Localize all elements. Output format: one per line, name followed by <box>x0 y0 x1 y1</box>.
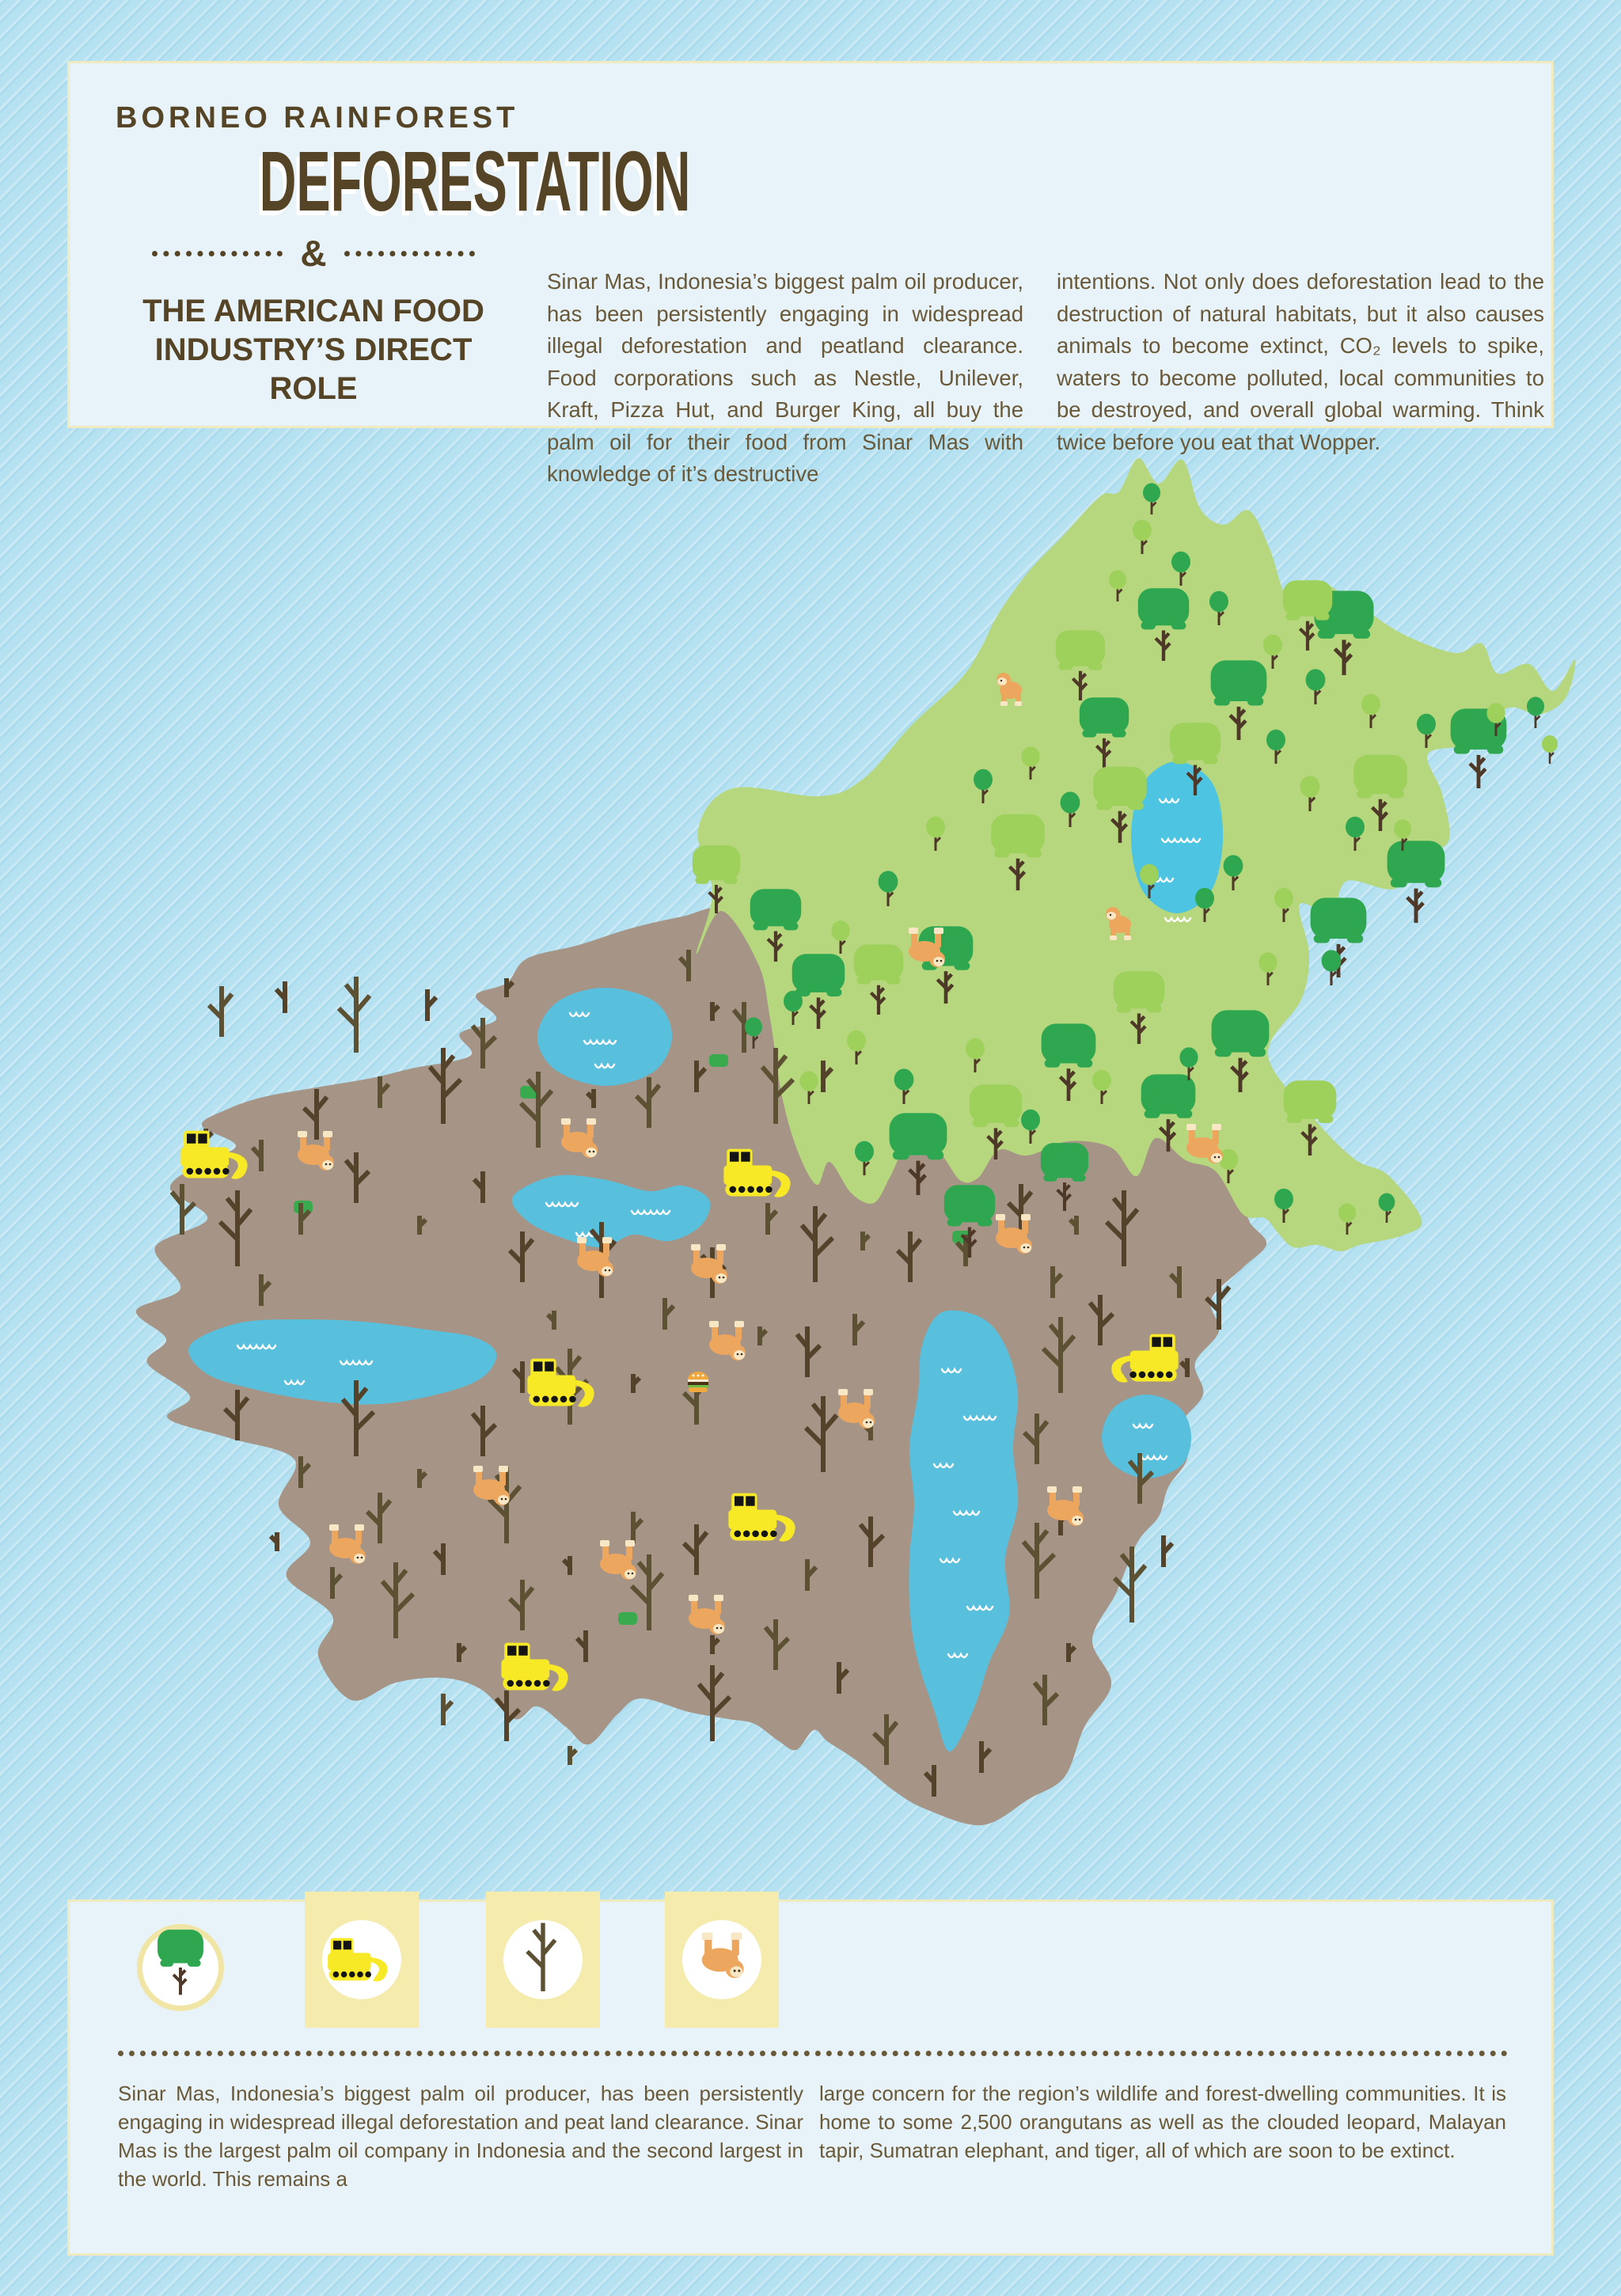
title-block: BORNEO RAINFOREST DEFORESTATION & THE AM… <box>116 101 690 408</box>
legend-oval <box>503 1920 583 1999</box>
legend-item-dead-tree <box>486 1892 600 2028</box>
title-line-2: DEFORESTATION <box>259 133 691 229</box>
header-paragraph-left: Sinar Mas, Indonesia’s biggest palm oil … <box>547 269 1023 486</box>
legend-item-bulldozer <box>305 1892 419 2028</box>
header-panel: BORNEO RAINFOREST DEFORESTATION & THE AM… <box>67 61 1554 486</box>
legend-oval <box>682 1920 761 1999</box>
dotted-separator <box>118 2051 1508 2056</box>
dotted-line-left <box>152 250 283 256</box>
footer-paragraph-right: large concern for the region’s wildlife … <box>819 2082 1506 2162</box>
tree-icon <box>158 1930 203 1995</box>
ampersand-row: & <box>116 232 511 275</box>
footer-panel: Sinar Mas, Indonesia’s biggest palm oil … <box>67 1899 1554 2256</box>
title-line-1: BORNEO RAINFOREST <box>116 101 519 135</box>
header-paragraph-right: intentions. Not only does deforestation … <box>1057 269 1544 454</box>
dead-tree-icon <box>526 1922 557 1991</box>
legend-oval <box>322 1920 401 1999</box>
title-line-3: THE AMERICAN FOOD INDUSTRY’S DIRECT ROLE <box>142 294 484 406</box>
orangutan-icon <box>701 1932 744 1979</box>
legend-item-forest <box>137 1924 224 2011</box>
dotted-line-right <box>344 250 475 256</box>
legend-item-orangutan <box>665 1892 779 2028</box>
footer-paragraph-left: Sinar Mas, Indonesia’s biggest palm oil … <box>118 2082 803 2191</box>
bulldozer-icon <box>328 1937 388 1982</box>
ampersand: & <box>300 233 327 274</box>
